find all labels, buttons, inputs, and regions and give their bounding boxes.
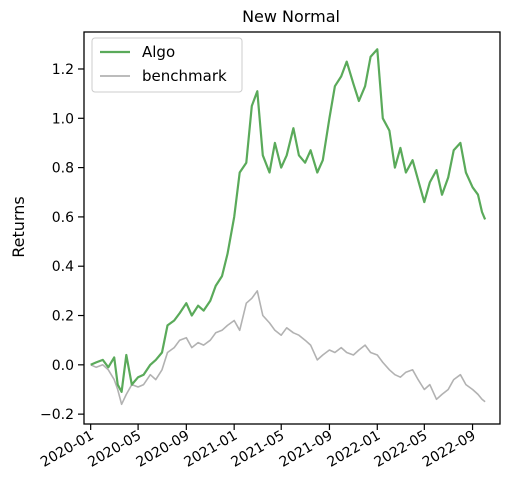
x-tick-label: 2021-05 <box>229 428 288 471</box>
y-tick-label: 0.2 <box>52 309 74 325</box>
plot-area-frame <box>83 31 501 425</box>
legend-label-algo: Algo <box>142 43 175 61</box>
series-layer <box>90 48 487 406</box>
x-tick-label: 2020-05 <box>85 428 144 471</box>
y-tick-label: 0.4 <box>52 259 74 275</box>
x-tick-label: 2021-01 <box>182 428 241 471</box>
y-tick-label: 0.8 <box>52 161 74 177</box>
series-line-benchmark <box>90 290 486 406</box>
x-tick-label: 2022-05 <box>372 428 431 471</box>
x-tick-label: 2020-09 <box>134 428 193 471</box>
x-tick-label: 2020-01 <box>38 428 97 471</box>
y-tick-label: 0.0 <box>52 358 74 374</box>
ticks-layer: −0.20.00.20.40.60.81.01.22020-012020-052… <box>38 62 479 471</box>
y-tick-label: 1.2 <box>52 62 74 78</box>
y-tick-label: −0.2 <box>40 407 74 423</box>
x-tick-label: 2022-01 <box>325 428 384 471</box>
y-tick-label: 1.0 <box>52 111 74 127</box>
x-tick-label: 2022-09 <box>420 428 479 471</box>
y-axis-label: Returns <box>9 196 28 257</box>
legend: Algo benchmark <box>91 37 243 93</box>
series-line-algo <box>90 48 487 393</box>
y-tick-label: 0.6 <box>52 210 74 226</box>
chart-title: New Normal <box>242 7 340 26</box>
x-tick-label: 2021-09 <box>277 428 336 471</box>
legend-label-benchmark: benchmark <box>142 67 227 85</box>
